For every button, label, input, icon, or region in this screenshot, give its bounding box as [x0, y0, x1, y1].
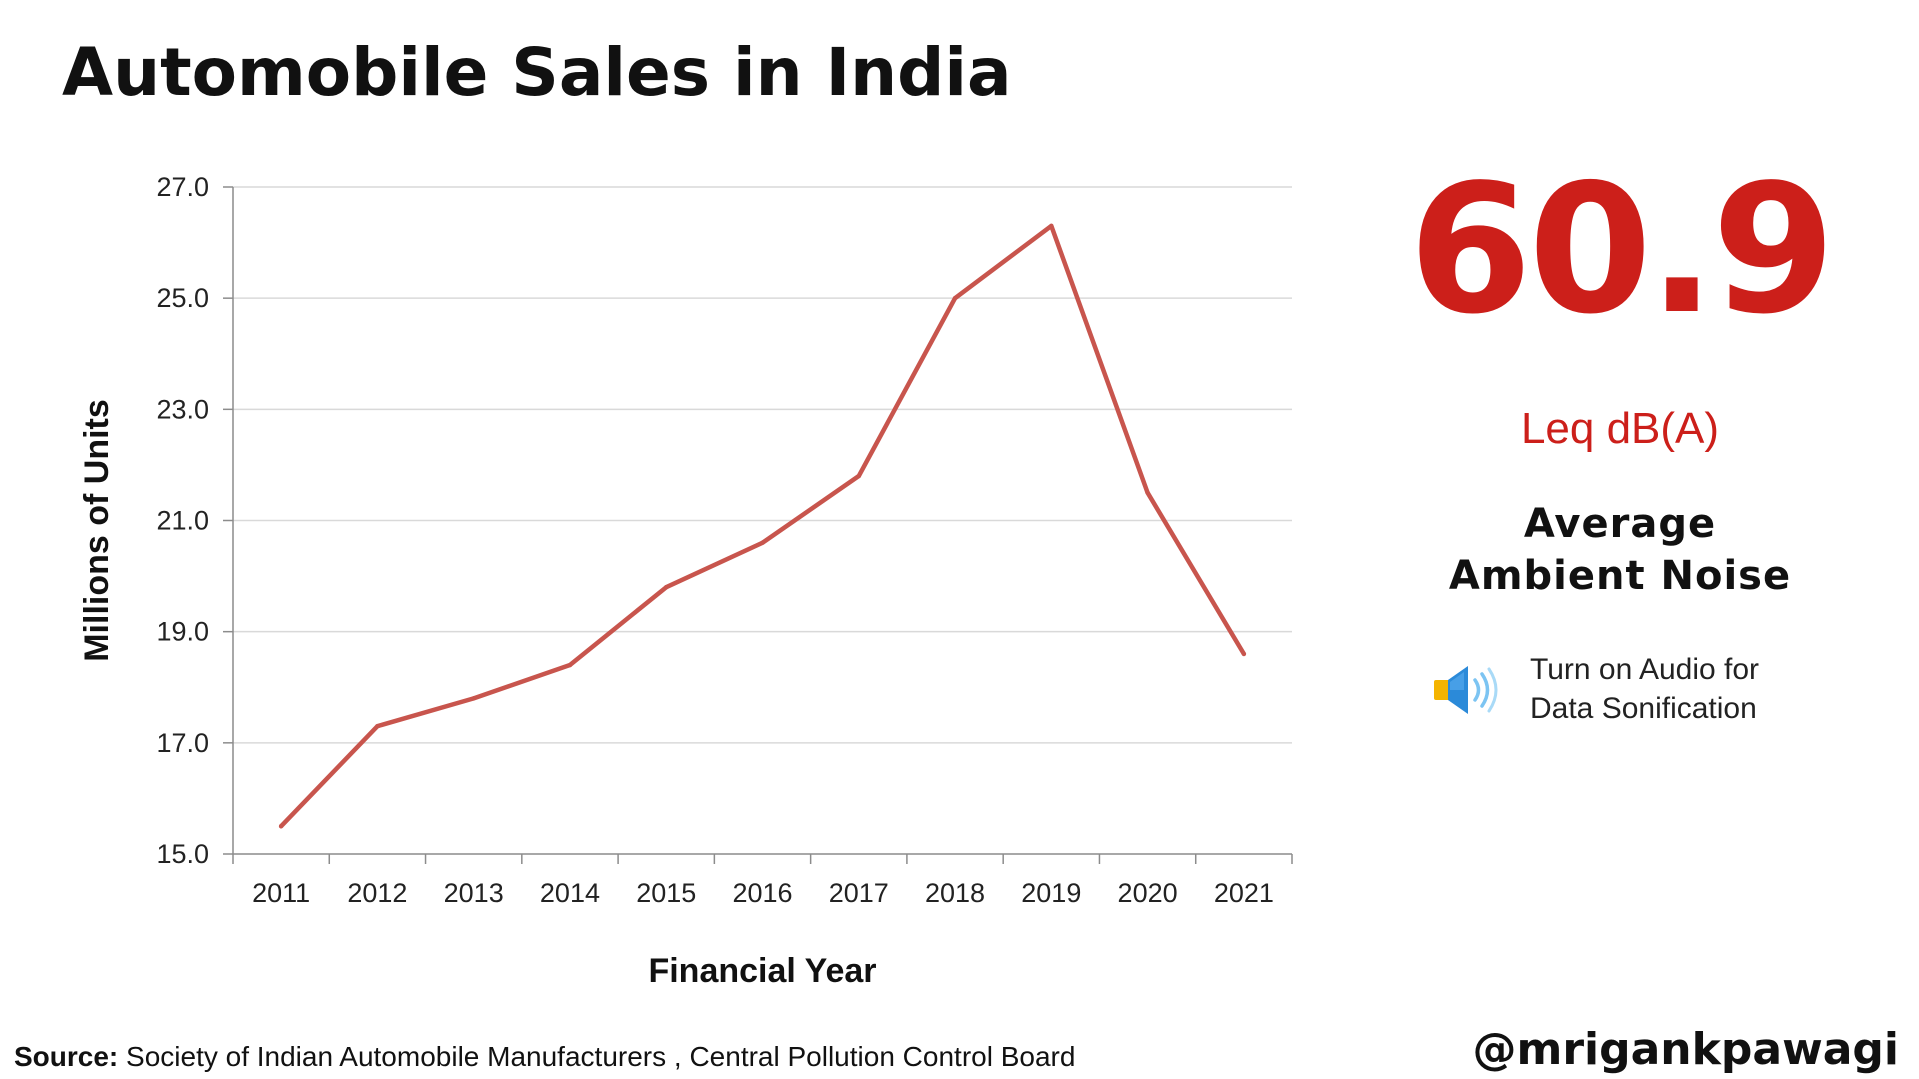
x-tick-label: 2016: [732, 878, 792, 908]
y-tick-label: 19.0: [156, 617, 209, 647]
author-handle[interactable]: @mrigankpawagi: [1472, 1024, 1899, 1075]
audio-note: Turn on Audio for Data Sonification: [1530, 650, 1830, 728]
data-point: [952, 295, 958, 301]
x-tick-label: 2013: [444, 878, 504, 908]
series-line: [278, 223, 1247, 829]
x-tick-label: 2011: [252, 878, 310, 908]
data-point: [1145, 490, 1150, 495]
tick-labels: 15.0 17.0 19.0 21.0 23.0 25.0 27.0 2011 2012 2013…: [156, 172, 1273, 908]
y-tick-label: 15.0: [156, 839, 209, 869]
x-tick-label: 2020: [1118, 878, 1178, 908]
y-tick-label: 21.0: [156, 506, 209, 536]
data-point: [664, 585, 669, 590]
axes: [223, 186, 1293, 864]
data-point: [471, 696, 476, 701]
speaker-icon[interactable]: [1430, 660, 1502, 720]
data-point: [375, 723, 380, 729]
y-tick-label: 27.0: [156, 172, 209, 202]
audio-note-line2: Data Sonification: [1530, 692, 1757, 725]
metric-title-line1: Average: [1523, 501, 1717, 547]
x-tick-label: 2019: [1021, 878, 1081, 908]
source-note: Source: Society of Indian Automobile Man…: [14, 1041, 1075, 1073]
noise-metric-title: Average Ambient Noise: [1395, 498, 1845, 602]
series: [278, 223, 1247, 829]
x-tick-label: 2017: [829, 878, 889, 908]
y-tick-label: 25.0: [156, 283, 209, 313]
noise-level-unit: Leq dB(A): [1520, 404, 1720, 453]
noise-level-value: 60.9: [1408, 146, 1835, 353]
data-point: [856, 473, 861, 479]
x-tick-label: 2015: [636, 878, 696, 908]
x-tick-label: 2021: [1214, 878, 1274, 908]
x-tick-label: 2012: [347, 878, 407, 908]
x-tick-label: 2014: [540, 878, 600, 908]
audio-note-line1: Turn on Audio for: [1530, 653, 1760, 686]
metric-title-line2: Ambient Noise: [1448, 553, 1792, 599]
gridlines: [233, 186, 1292, 744]
data-point: [1241, 651, 1247, 657]
data-point: [760, 540, 765, 545]
data-point: [278, 824, 284, 829]
data-point: [567, 662, 573, 668]
data-point: [1049, 223, 1054, 229]
y-tick-label: 23.0: [156, 394, 209, 424]
y-tick-label: 17.0: [156, 728, 209, 758]
page-title: Automobile Sales in India: [62, 34, 1012, 111]
source-label: Source:: [14, 1041, 119, 1072]
source-text: Society of Indian Automobile Manufacture…: [118, 1041, 1076, 1072]
y-axis-title: Millions of Units: [78, 399, 116, 662]
x-tick-label: 2018: [925, 878, 985, 908]
x-axis-title: Financial Year: [648, 952, 876, 990]
